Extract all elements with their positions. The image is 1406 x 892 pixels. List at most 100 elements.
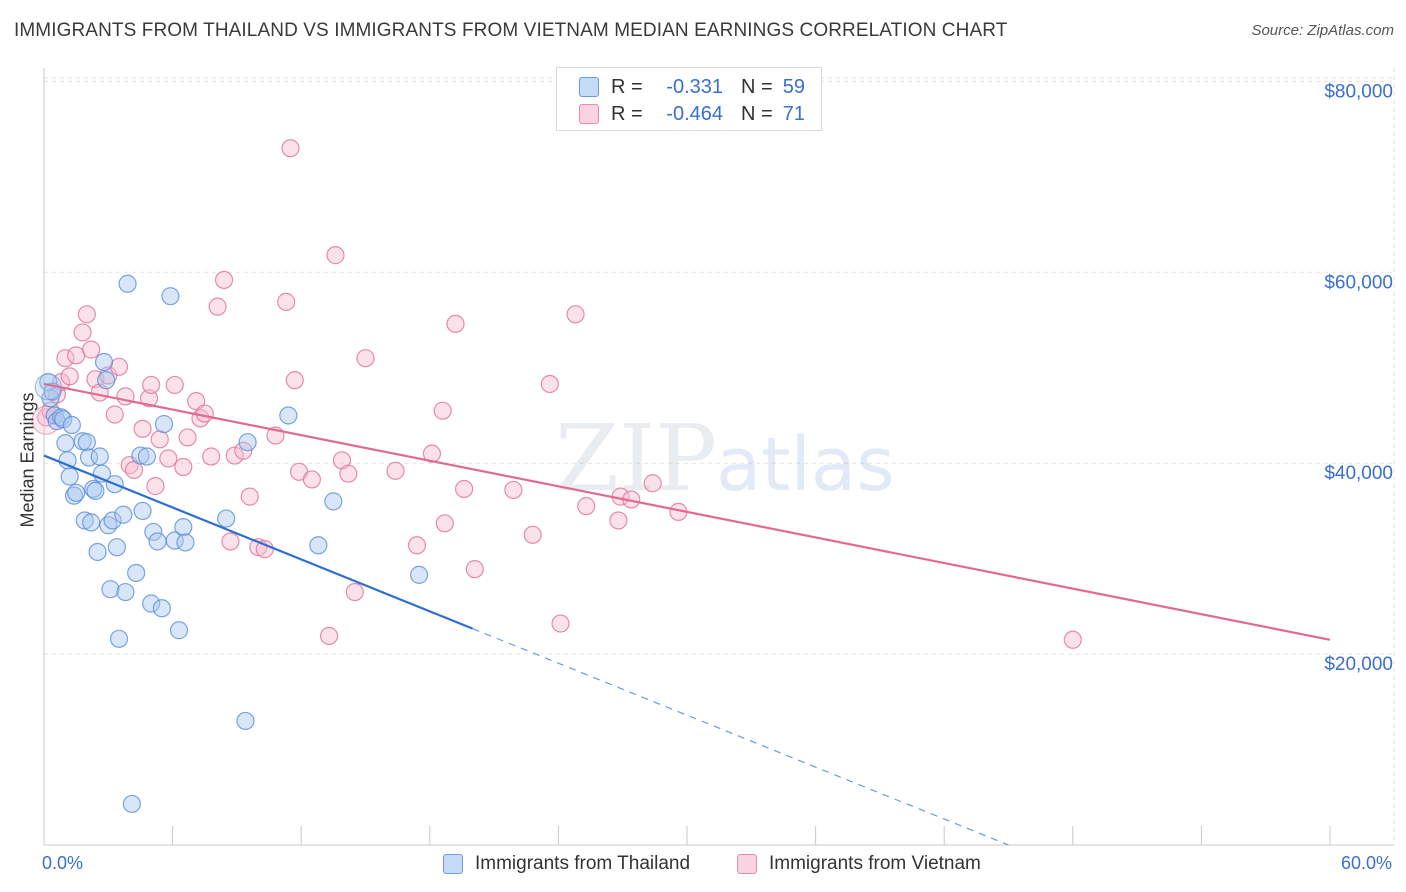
thailand-point [122, 794, 141, 814]
thailand-point [154, 414, 174, 434]
vietnam-point [73, 323, 92, 342]
thailand-point [67, 483, 86, 502]
series-thailand-points [34, 274, 429, 814]
vietnam-point [56, 349, 75, 368]
watermark: ZIP atlas [555, 405, 895, 512]
vietnam-point [277, 292, 296, 311]
thailand-point [97, 371, 116, 390]
vietnam-point [159, 449, 178, 468]
vietnam-point [577, 497, 596, 516]
thailand-point [88, 542, 107, 562]
vietnam-point [643, 474, 662, 493]
x-axis-max-label: 60.0% [1340, 853, 1392, 873]
vietnam-point [165, 375, 184, 395]
thailand-trend-line [43, 454, 474, 630]
series-vietnam-points [31, 139, 1082, 649]
thailand-point [174, 518, 193, 537]
y-tick-label: $60,000 [1324, 272, 1393, 293]
legend-label-thailand: Immigrants from Thailand [475, 853, 691, 874]
legend-swatch-vietnam [579, 104, 599, 124]
vietnam-point [146, 477, 165, 496]
vietnam-point [234, 441, 253, 460]
legend-item-vietnam: Immigrants from Vietnam [737, 852, 981, 876]
vietnam-point [225, 446, 244, 465]
thailand-point [116, 582, 135, 602]
legend-n-value: 59 [782, 75, 805, 98]
y-axis-title: Median Earnings [17, 392, 38, 528]
vietnam-point [504, 480, 523, 500]
thailand-point [118, 274, 137, 293]
vietnam-point [150, 430, 169, 449]
vietnam-point [174, 457, 193, 477]
vietnam-point [339, 464, 358, 483]
thailand-point [64, 486, 84, 505]
legend-n-label: N = [741, 102, 773, 125]
vietnam-point [446, 314, 465, 333]
vietnam-point [214, 270, 234, 290]
vietnam-point [281, 139, 300, 158]
thailand-point [62, 415, 81, 435]
vietnam-point [60, 367, 79, 386]
thailand-point [144, 522, 163, 542]
vietnam-point [105, 405, 124, 424]
thailand-point [142, 594, 161, 613]
legend-row-vietnam: R = -0.464 N = 71 [579, 103, 805, 125]
y-tick-label: $20,000 [1324, 654, 1393, 675]
thailand-point [109, 629, 129, 648]
watermark-light: atlas [716, 422, 895, 508]
legend-r-value: -0.331 [666, 75, 723, 98]
y-tick-label: $40,000 [1324, 463, 1393, 484]
x-axis-min-label: 0.0% [42, 853, 84, 873]
thailand-point [152, 599, 171, 618]
thailand-point [127, 563, 146, 583]
legend-r-label: R = [611, 102, 643, 125]
thailand-point [75, 511, 94, 530]
vietnam-point [142, 375, 161, 395]
vietnam-trend-line [43, 382, 1331, 641]
thailand-point [131, 446, 150, 465]
legend-swatch-vietnam [737, 854, 757, 874]
thailand-point [82, 513, 101, 532]
thailand-point [176, 533, 195, 552]
vietnam-point [566, 305, 585, 324]
vietnam-point [1063, 630, 1082, 649]
thailand-point [58, 451, 77, 470]
watermark-bold: ZIP [555, 405, 717, 512]
vietnam-point [454, 479, 474, 499]
vietnam-point [187, 392, 206, 411]
vietnam-point [540, 374, 559, 394]
thailand-point [56, 434, 75, 453]
vietnam-point [319, 626, 339, 646]
thailand-point [86, 481, 105, 500]
legend-r-label: R = [611, 75, 643, 98]
thailand-point [107, 538, 126, 557]
legend-swatch-thailand [579, 77, 599, 97]
y-tick-label: $80,000 [1324, 81, 1393, 102]
thailand-point [148, 532, 167, 551]
thailand-point [133, 501, 152, 521]
thailand-point [60, 467, 79, 486]
legend-row-thailand: R = -0.331 N = 59 [579, 76, 805, 98]
source-note: Source: ZipAtlas.com [1251, 22, 1394, 39]
thailand-point [114, 505, 133, 524]
vietnam-point [240, 487, 259, 506]
legend-n-label: N = [741, 75, 773, 98]
vietnam-point [109, 357, 129, 376]
vietnam-point [326, 246, 345, 265]
legend-r-value: -0.464 [666, 102, 723, 125]
vietnam-point [221, 532, 240, 551]
vietnam-point [77, 305, 96, 324]
legend-label-vietnam: Immigrants from Vietnam [769, 853, 981, 874]
thailand-point [309, 536, 328, 555]
trend-lines [43, 382, 1331, 846]
thailand-point [90, 447, 109, 466]
thailand-point [94, 352, 114, 372]
vietnam-point [133, 419, 152, 438]
thailand-point [236, 711, 255, 731]
vietnam-point [356, 349, 375, 368]
thailand-point [161, 287, 180, 306]
thailand-point [101, 580, 120, 599]
vietnam-point [82, 340, 101, 359]
vietnam-point [139, 389, 159, 408]
thailand-point [279, 406, 298, 425]
